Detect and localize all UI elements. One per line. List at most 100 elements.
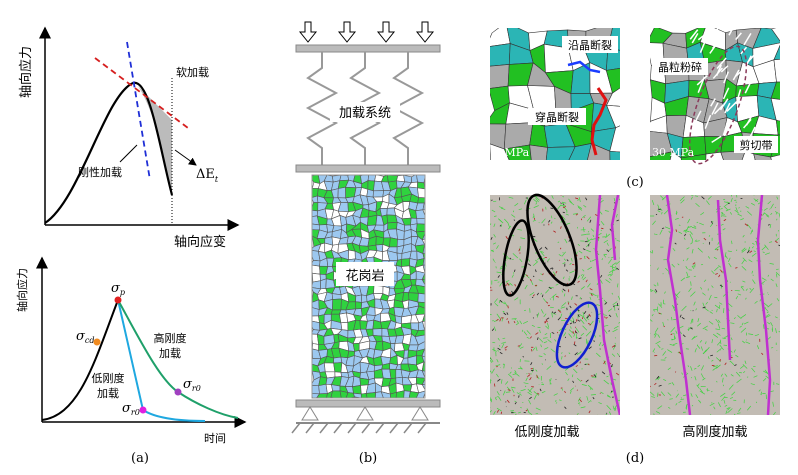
crack (582, 214, 586, 218)
crack (765, 375, 770, 379)
crack (776, 298, 780, 302)
crack (680, 199, 685, 204)
crack (697, 364, 701, 368)
crack (562, 288, 566, 292)
crack (690, 393, 693, 397)
crack (654, 290, 657, 294)
crack (608, 248, 612, 252)
crack (558, 254, 562, 257)
grain (339, 175, 350, 182)
crack (507, 305, 509, 309)
crack (541, 294, 544, 298)
crack (514, 203, 519, 207)
crack (768, 224, 770, 226)
grain (770, 154, 780, 160)
intergranular-crack (567, 60, 601, 74)
crack (752, 279, 756, 284)
grain (490, 28, 511, 47)
crack (722, 337, 726, 339)
crack (670, 327, 676, 333)
crack (517, 229, 522, 231)
crack (589, 296, 592, 300)
crack (553, 230, 557, 233)
fracture (745, 111, 755, 126)
crack (735, 371, 741, 377)
crack (685, 265, 688, 270)
crack (490, 314, 492, 316)
crack (700, 373, 704, 379)
crack (722, 228, 726, 231)
support (356, 406, 374, 421)
crack (557, 317, 561, 321)
crack (576, 377, 582, 382)
crack (718, 265, 722, 268)
crushing-label: 晶粒粉碎 (658, 60, 702, 74)
grain (650, 151, 673, 160)
crack (753, 195, 756, 196)
crack (603, 299, 607, 304)
crack (550, 378, 552, 382)
subscript: r0 (192, 384, 201, 393)
crack (504, 301, 508, 307)
crack (742, 234, 745, 238)
crack (733, 349, 736, 353)
crack (499, 352, 503, 355)
crack (657, 210, 661, 213)
crack (594, 373, 597, 379)
crack (525, 409, 528, 412)
crack (565, 213, 569, 216)
crack (545, 320, 547, 323)
crack (741, 259, 745, 265)
crack (569, 262, 572, 265)
crack (668, 270, 670, 275)
crack (657, 376, 661, 381)
transgranular-crack (590, 87, 608, 156)
crack (561, 202, 564, 205)
crack (603, 379, 609, 385)
crack (522, 356, 524, 358)
delta-label: ΔEt (196, 167, 219, 184)
grain (430, 280, 439, 288)
crack (514, 372, 520, 377)
crack (561, 290, 564, 293)
crack (720, 223, 724, 226)
crack (586, 340, 589, 346)
crack (694, 195, 699, 197)
crack (492, 258, 495, 262)
crack (572, 320, 575, 324)
crack (774, 240, 778, 244)
crack (507, 225, 512, 230)
crack (766, 311, 769, 314)
crack (697, 247, 703, 253)
crack (579, 314, 585, 318)
hatch (347, 422, 357, 434)
crack (719, 302, 723, 305)
crack (591, 258, 597, 262)
crack (598, 319, 601, 323)
crack (496, 391, 500, 396)
crack (762, 251, 765, 254)
crack (495, 364, 501, 367)
mid-plate (295, 164, 441, 173)
crack (490, 370, 492, 373)
grain (505, 165, 533, 186)
crack (527, 263, 531, 266)
grain (334, 371, 342, 378)
crack (497, 349, 499, 352)
crack (492, 242, 497, 245)
crack (735, 267, 738, 269)
crack (588, 313, 591, 317)
grain (380, 391, 391, 398)
crack (562, 206, 567, 209)
highlight (502, 219, 530, 297)
crack (616, 267, 619, 271)
crack (561, 201, 567, 204)
sigma: σ (76, 329, 86, 344)
crack (491, 199, 493, 202)
crack (765, 313, 770, 317)
crack (685, 276, 690, 279)
grain (333, 362, 343, 373)
crack (536, 312, 540, 318)
crack (575, 197, 579, 200)
grain (312, 320, 321, 331)
